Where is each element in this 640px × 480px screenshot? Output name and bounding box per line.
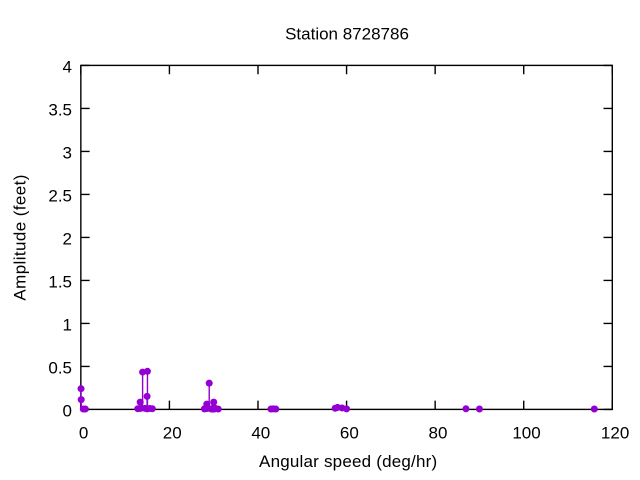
svg-text:1: 1	[63, 315, 72, 334]
svg-text:Amplitude (feet): Amplitude (feet)	[10, 174, 29, 300]
svg-text:100: 100	[512, 423, 540, 442]
svg-text:Angular speed (deg/hr): Angular speed (deg/hr)	[259, 452, 437, 471]
svg-text:2: 2	[63, 229, 72, 248]
svg-text:3: 3	[63, 143, 72, 162]
svg-text:1.5: 1.5	[48, 272, 72, 291]
svg-text:120: 120	[601, 423, 629, 442]
svg-text:60: 60	[340, 423, 359, 442]
svg-text:20: 20	[163, 423, 182, 442]
svg-text:0: 0	[63, 401, 72, 420]
svg-text:3.5: 3.5	[48, 100, 72, 119]
svg-text:4: 4	[63, 57, 72, 76]
svg-text:2.5: 2.5	[48, 186, 72, 205]
svg-text:80: 80	[428, 423, 447, 442]
svg-text:0.5: 0.5	[48, 358, 72, 377]
svg-text:0: 0	[79, 423, 88, 442]
svg-text:Station 8728786: Station 8728786	[285, 25, 409, 44]
svg-text:40: 40	[251, 423, 270, 442]
